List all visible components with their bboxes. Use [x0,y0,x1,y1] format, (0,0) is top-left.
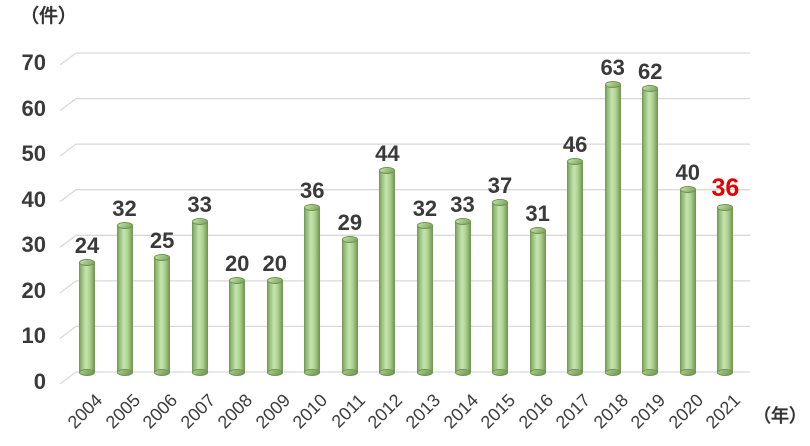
cylinder-bottom-cap [229,368,246,376]
cylinder-bottom-cap [266,368,283,376]
gridline [59,234,750,248]
bar-2018 [604,80,621,376]
gridline [59,280,750,294]
gridline [59,97,750,112]
y-tick-label: 50 [21,141,46,167]
cylinder-bottom-cap [341,368,358,376]
bar-value-label: 20 [224,250,250,276]
y-tick-label: 0 [33,369,46,394]
bar-value-label: 37 [487,173,513,199]
bar-value-label: 31 [525,200,550,226]
cylinder-bottom-cap [642,368,659,376]
bar-value-label: 25 [149,228,175,254]
y-tick-label: 40 [21,186,46,212]
bar-value-label: 33 [187,191,212,217]
cylinder-bottom-cap [191,368,208,376]
bar-2008 [229,276,246,376]
bar-value-label: 20 [262,250,287,276]
cylinder-top-cap [379,167,396,175]
bar-value-label: 46 [562,132,588,158]
y-tick-label: 70 [21,50,46,75]
cylinder-top-cap [717,203,734,211]
bar-2007 [191,217,208,376]
bar-2019 [642,85,659,376]
cylinder-top-cap [154,254,171,262]
cylinder-bottom-cap [416,368,433,376]
cylinder-top-cap [604,80,621,88]
bar-2020 [679,185,696,376]
bar-2005 [116,222,133,376]
cylinder-top-cap [304,203,321,211]
gridline [59,143,750,157]
cylinder-bottom-cap [679,368,696,376]
bar-value-label: 33 [450,191,475,217]
bar-2009 [266,276,283,376]
y-tick-label: 20 [21,277,46,303]
cylinder-bottom-cap [529,368,546,376]
bar-2014 [454,217,471,376]
bar-value-label: 24 [74,232,100,258]
bar-value-label: 44 [375,141,400,167]
cylinder-top-cap [341,235,358,243]
bar-2010 [304,203,321,376]
bar-2013 [416,222,433,376]
cylinder-top-cap [679,185,696,193]
cylinder-top-cap [116,222,133,230]
bar-value-label: 32 [112,196,137,222]
cylinder-top-cap [191,217,208,225]
y-tick-label: 10 [21,323,46,349]
gridline [59,371,750,385]
cylinder-bottom-cap [79,368,95,376]
x-axis-unit-label: （年） [753,406,807,426]
bar-2006 [154,254,171,376]
cylinder-top-cap [567,158,584,166]
bar-value-label: 29 [337,209,363,235]
cylinder-top-cap [492,199,509,207]
bar-2011 [341,235,358,376]
y-tick-label: 30 [21,232,46,258]
gridline [59,189,750,203]
cylinder-bottom-cap [116,368,133,376]
cylinder-bottom-cap [567,368,584,376]
bar-value-label: 32 [412,196,438,222]
cylinder-top-cap [266,276,283,284]
bar-2015 [492,199,509,376]
bar-value-label-highlight: 36 [711,173,740,202]
bar-value-label: 36 [300,177,325,203]
cylinder-bottom-cap [154,368,171,376]
cylinder-top-cap [229,276,246,284]
bar-value-label: 40 [675,159,701,185]
cylinder-top-cap [642,85,659,93]
y-tick-label: 60 [21,95,46,121]
cylinder-top-cap [416,222,433,230]
cylinder-top-cap [79,258,95,266]
y-axis-unit-label: （件） [20,6,78,27]
bar-2021 [717,203,734,376]
bar-2017 [567,158,584,376]
cylinder-bottom-cap [454,368,471,376]
bar-value-label: 63 [600,54,625,80]
bar-2004 [79,258,95,376]
cylinder-bottom-cap [717,368,734,376]
cylinder-bottom-cap [379,368,396,376]
cylinder-bottom-cap [604,368,621,376]
bar-2012 [379,167,396,376]
gridline [59,52,750,66]
bar-2016 [529,226,546,376]
bar-value-label: 62 [638,59,663,85]
gridline [59,325,750,339]
cylinder-bottom-cap [304,368,321,376]
cylinder-top-cap [454,217,471,225]
cylinder-bottom-cap [492,368,509,376]
cylinder-top-cap [529,226,546,234]
